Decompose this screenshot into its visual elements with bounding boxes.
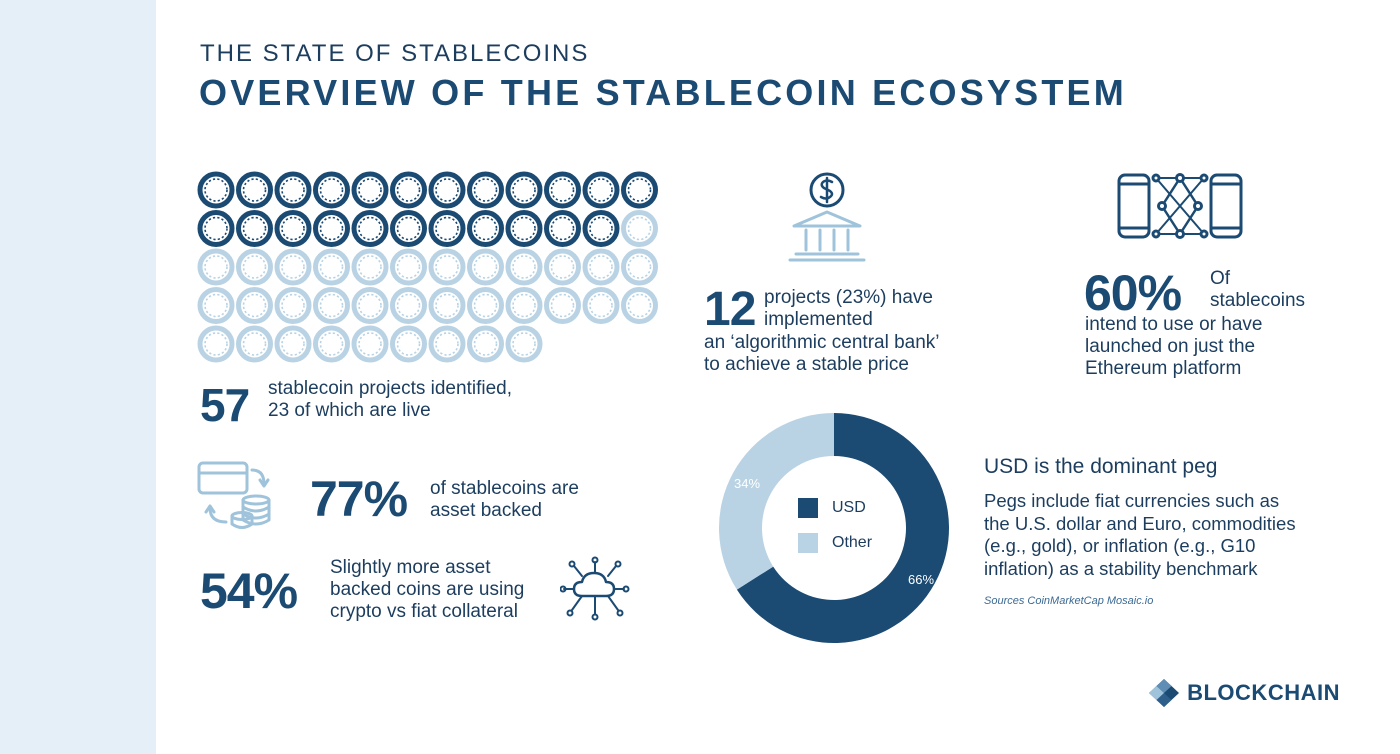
coin-not-live [313, 287, 350, 324]
coin-not-live [467, 325, 504, 363]
coin-not-live [505, 287, 543, 324]
coin-not-live [505, 248, 543, 286]
card-to-coins-icon [197, 461, 271, 529]
coin-not-live [544, 248, 581, 286]
donut-label-other: 34% [734, 476, 760, 491]
brand: BLOCKCHAIN [1147, 678, 1340, 708]
coin-live [274, 210, 312, 247]
bank-icon [788, 172, 866, 262]
coin-live [505, 210, 543, 247]
coin-not-live [274, 248, 312, 286]
legend-usd: USD [798, 498, 866, 518]
blockchain-logo-icon [1149, 679, 1180, 707]
ethereum-text-bottom: intend to use or have launched on just t… [1085, 314, 1263, 379]
coin-live [505, 171, 543, 209]
page-title: OVERVIEW OF THE STABLECOIN ECOSYSTEM [199, 72, 1127, 113]
coin-not-live [582, 248, 620, 286]
coin-not-live [236, 325, 273, 363]
algorithmic-text-bottom: an ‘algorithmic central bank’ to achieve… [704, 332, 940, 375]
coin-not-live [197, 325, 235, 363]
coin-not-live [467, 248, 504, 286]
coin-live [351, 171, 389, 209]
coin-not-live [582, 287, 620, 324]
coin-not-live [236, 248, 273, 286]
legend-usd-swatch [798, 498, 818, 518]
coin-live [582, 210, 620, 247]
peg-donut-chart: 66% 34% [719, 413, 949, 643]
coin-live [313, 210, 350, 247]
coin-live [274, 171, 312, 209]
coin-not-live [428, 325, 466, 363]
coin-not-live [197, 248, 235, 286]
coin-not-live [390, 287, 427, 324]
coin-not-live [351, 287, 389, 324]
donut-label-usd: 66% [908, 572, 934, 587]
coin-live [351, 210, 389, 247]
peg-description: Pegs include fiat currencies such as the… [984, 490, 1296, 579]
algorithmic-text-top: projects (23%) have implemented [764, 287, 933, 330]
coin-not-live [544, 287, 581, 324]
legend-other: Other [798, 533, 872, 553]
coin-live [428, 171, 466, 209]
crypto-collateral-number: 54% [200, 563, 298, 619]
donut-slice-usd [736, 413, 949, 643]
coin-not-live [505, 325, 543, 363]
coin-live [236, 210, 273, 247]
coin-not-live [428, 287, 466, 324]
projects-number: 57 [200, 379, 250, 431]
coin-not-live [390, 248, 427, 286]
coin-not-live [428, 248, 466, 286]
coin-live [467, 210, 504, 247]
coin-live [390, 210, 427, 247]
blockchain-phones-icon [1117, 173, 1243, 239]
coin-not-live [621, 248, 658, 286]
coin-live [428, 210, 466, 247]
coin-live [544, 210, 581, 247]
coin-live [197, 210, 235, 247]
coin-not-live [467, 287, 504, 324]
coin-live [197, 171, 235, 209]
coin-not-live [274, 325, 312, 363]
crypto-collateral-text: Slightly more asset backed coins are usi… [330, 557, 525, 622]
coin-live [313, 171, 350, 209]
coin-not-live [236, 287, 273, 324]
cloud-network-icon [560, 556, 630, 621]
brand-name: BLOCKCHAIN [1187, 680, 1340, 705]
coin-live [236, 171, 273, 209]
coin-not-live [390, 325, 427, 363]
coin-not-live [621, 287, 658, 324]
coin-not-live [621, 210, 658, 247]
peg-heading: USD is the dominant peg [984, 455, 1218, 478]
coin-not-live [313, 325, 350, 363]
left-sidebar-band [0, 0, 156, 754]
asset-backed-text: of stablecoins are asset backed [430, 478, 579, 521]
coin-not-live [313, 248, 350, 286]
ethereum-number: 60% [1084, 265, 1182, 321]
legend-other-label: Other [832, 534, 873, 551]
page-kicker: THE STATE OF STABLECOINS [200, 40, 590, 67]
asset-backed-number: 77% [310, 471, 408, 527]
coin-live [390, 171, 427, 209]
coin-live [544, 171, 581, 209]
projects-text: stablecoin projects identified, 23 of wh… [268, 378, 512, 421]
donut-slice-other [719, 413, 834, 590]
coin-live [582, 171, 620, 209]
algorithmic-number: 12 [704, 283, 756, 336]
coin-not-live [351, 325, 389, 363]
coin-not-live [274, 287, 312, 324]
ethereum-text-top: Of stablecoins [1210, 268, 1306, 311]
coin-waffle-chart [197, 171, 658, 363]
coin-not-live [351, 248, 389, 286]
coin-live [467, 171, 504, 209]
legend-other-swatch [798, 533, 818, 553]
legend-usd-label: USD [832, 499, 866, 516]
coin-live [621, 171, 658, 209]
sources-note: Sources CoinMarketCap Mosaic.io [984, 595, 1154, 607]
coin-not-live [197, 287, 235, 324]
